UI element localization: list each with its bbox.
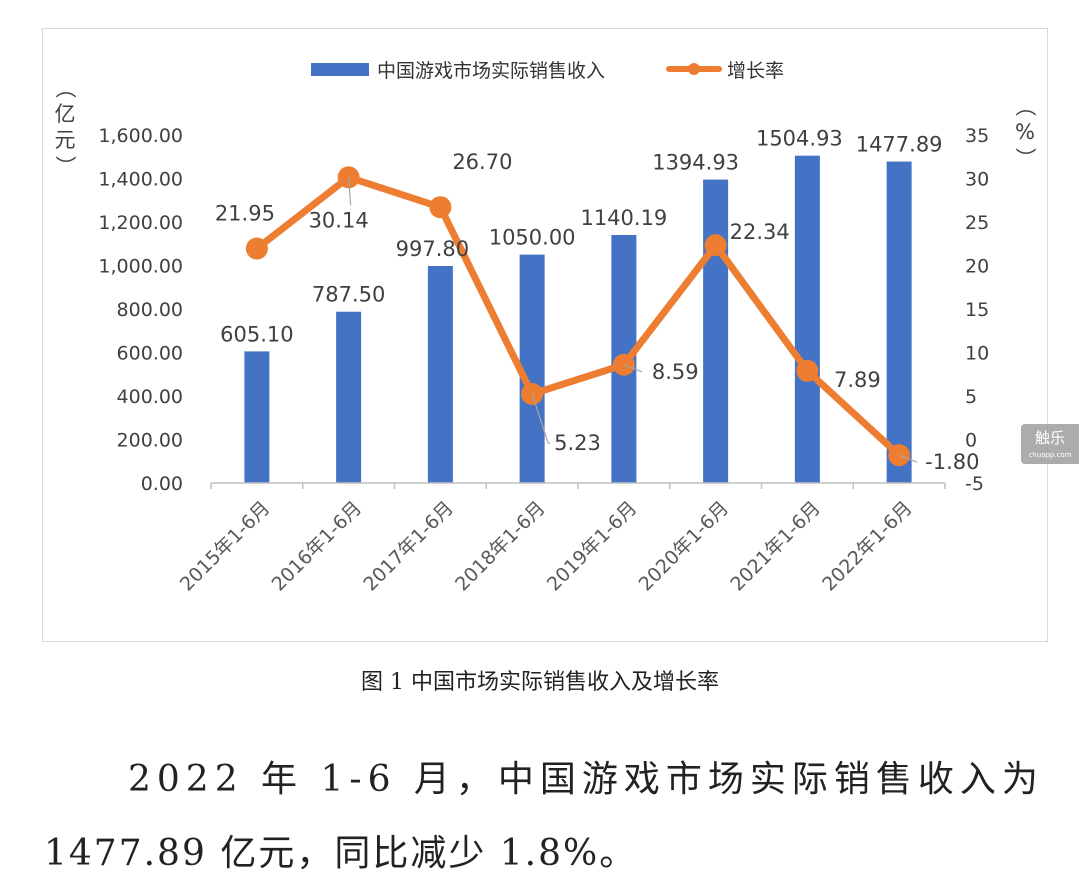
bar: [427, 265, 453, 483]
left-axis-ticks: 0.00 200.00 400.00 600.00 800.00 1,000.00 1,20…: [98, 125, 183, 495]
right-tick-label: 20: [965, 256, 989, 278]
watermark-subtext: chuapp.com: [1028, 451, 1072, 459]
line-point: [429, 196, 452, 219]
line-data-label: 7.89: [834, 368, 881, 392]
right-axis-ticks: -5 0 5 10 15 20 25 30 35: [965, 125, 989, 495]
bar: [519, 254, 545, 483]
line-data-label: 21.95: [215, 202, 275, 226]
bar-data-label: 1504.93: [756, 127, 843, 151]
bar-data-label: 1050.00: [489, 226, 576, 250]
bar-data-label: 997.80: [396, 237, 469, 261]
bar: [794, 155, 820, 483]
leader-line: [531, 393, 551, 444]
right-tick-label: 5: [965, 386, 977, 408]
left-tick-label: 400.00: [117, 386, 183, 408]
bar-data-label: 787.50: [312, 283, 385, 307]
left-tick-label: 1,200.00: [98, 212, 183, 234]
bar: [703, 179, 729, 483]
x-tick-label: 2017年1-6月: [359, 497, 458, 596]
legend-line-marker: [688, 63, 700, 75]
right-tick-label: 10: [965, 343, 989, 365]
paragraph-line-2: 1477.89 亿元，同比减少 1.8%。: [44, 833, 638, 874]
x-tick-label: 2021年1-6月: [726, 497, 825, 596]
bar-series: [244, 155, 912, 483]
right-tick-label: 35: [965, 125, 989, 147]
watermark-text: 触乐: [1034, 429, 1065, 447]
left-tick-label: 1,400.00: [98, 169, 183, 191]
left-tick-label: 1,000.00: [98, 256, 183, 278]
legend-bar-swatch: [311, 63, 369, 76]
paragraph-line-1: 2022 年 1-6 月，中国游戏市场实际销售收入为: [128, 759, 1044, 800]
growth-rate-line: [254, 173, 902, 458]
watermark-logo: 触乐 chuapp.com: [1021, 424, 1079, 464]
bar: [886, 161, 912, 483]
bar-data-label: 1140.19: [580, 206, 667, 230]
leader-line: [623, 364, 643, 373]
left-axis-unit-char: （: [53, 78, 77, 99]
bar-data-label: 1394.93: [652, 151, 739, 175]
right-axis-unit-char: ）: [1013, 148, 1037, 169]
line-data-label: 30.14: [309, 208, 369, 232]
line-point: [796, 359, 819, 382]
figure-caption: 图 1 中国市场实际销售收入及增长率: [361, 670, 719, 695]
left-tick-label: 0.00: [141, 473, 183, 495]
right-axis-unit: （% ）: [1013, 96, 1037, 169]
line-point: [704, 234, 727, 257]
x-tick-label: 2019年1-6月: [543, 497, 642, 596]
x-axis-ticks: 2015年1-6月2016年1-6月2017年1-6月2018年1-6月2019…: [176, 483, 946, 596]
x-tick-label: 2016年1-6月: [268, 497, 367, 596]
bar: [244, 351, 270, 483]
legend-bar-label: 中国游戏市场实际销售收入: [377, 60, 605, 82]
right-axis-unit-char: （: [1013, 96, 1037, 117]
bar: [336, 311, 362, 483]
left-tick-label: 600.00: [117, 343, 183, 365]
line-point: [245, 237, 268, 260]
right-tick-label: -5: [965, 473, 984, 495]
left-axis-unit-char: 亿: [55, 102, 76, 126]
line-data-label: 8.59: [652, 360, 699, 384]
right-axis-unit-char: %: [1015, 120, 1035, 144]
line-data-label: -1.80: [925, 450, 979, 474]
leader-line: [898, 454, 918, 463]
left-tick-label: 1,600.00: [98, 125, 183, 147]
left-tick-label: 200.00: [117, 430, 183, 452]
legend-line-label: 增长率: [727, 60, 784, 82]
bar-data-label: 1477.89: [856, 133, 943, 157]
axis-units: （ 亿元 ） （% ）: [53, 78, 1037, 177]
leader-line: [348, 177, 352, 206]
chart-legend: 中国游戏市场实际销售收入 增长率: [311, 60, 784, 82]
left-axis-unit: （ 亿元 ）: [53, 78, 77, 177]
line-data-label: 22.34: [730, 220, 790, 244]
right-tick-label: 15: [965, 299, 989, 321]
left-tick-label: 800.00: [117, 299, 183, 321]
left-axis-unit-char: ）: [53, 156, 77, 177]
line-data-label: 26.70: [452, 150, 512, 174]
line-data-label: 5.23: [554, 431, 601, 455]
left-axis-unit-char: 元: [55, 128, 76, 152]
x-tick-label: 2020年1-6月: [635, 497, 734, 596]
right-tick-label: 0: [965, 430, 977, 452]
x-tick-label: 2015年1-6月: [176, 497, 275, 596]
chart-frame: 中国游戏市场实际销售收入 增长率 （ 亿元 ） （% ） 0.00 200.00 400.00…: [42, 28, 1048, 642]
line-data-labels: 21.95 30.14 26.70 5.23 8.59 22.34 7.89 -1.80: [215, 150, 980, 474]
bar-data-label: 605.10: [220, 322, 293, 346]
x-tick-label: 2018年1-6月: [451, 497, 550, 596]
right-tick-label: 25: [965, 212, 989, 234]
x-tick-label: 2022年1-6月: [818, 497, 917, 596]
right-tick-label: 30: [965, 169, 989, 191]
chart-svg: 中国游戏市场实际销售收入 增长率 （ 亿元 ） （% ） 0.00 200.00 400.00…: [53, 60, 1037, 596]
